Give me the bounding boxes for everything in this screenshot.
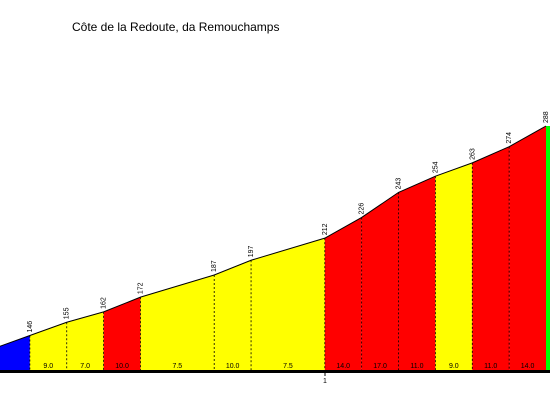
gradient-label: 10.0: [115, 363, 129, 370]
gradient-label: 7.0: [80, 363, 90, 370]
profile-segment: [472, 146, 510, 371]
profile-segment: [435, 162, 473, 371]
elevation-label: 254: [432, 161, 439, 173]
gradient-label: 14.0: [336, 363, 350, 370]
gradient-label: 17.0: [373, 363, 387, 370]
elevation-label: 274: [506, 132, 513, 144]
profile-segment: [29, 322, 67, 371]
gradient-label: 11.0: [410, 363, 423, 370]
elevation-label: 243: [396, 178, 403, 190]
gradient-label: 14.0: [521, 363, 535, 370]
elevation-label: 146: [27, 321, 34, 333]
elevation-label: 212: [322, 223, 329, 235]
segment-dividers: [29, 146, 510, 371]
elevation-label: 226: [359, 203, 366, 215]
profile-segment: [0, 335, 30, 371]
profile-outline: [0, 125, 547, 347]
axis-tick-label: 1: [323, 378, 327, 385]
gradient-label: 10.0: [226, 363, 240, 370]
chart-title: Côte de la Redoute, da Remouchamps: [72, 20, 279, 34]
elevation-label: 288: [543, 111, 550, 123]
axis-km-bar: [0, 370, 550, 373]
profile-segment: [509, 126, 546, 371]
gradient-label: 9.0: [43, 363, 53, 370]
elevation-label: 187: [211, 260, 218, 272]
profile-segment: [324, 217, 362, 371]
gradient-label: 7.5: [283, 363, 293, 370]
gradient-label: 11.0: [484, 363, 497, 370]
profile-segment: [103, 297, 141, 371]
gradient-labels: 9.0 7.0 10.0 7.5 10.0 7.5 14.0 17.0 11.0 9.0 11.0 1…: [43, 363, 534, 370]
profile-segment: [214, 260, 252, 371]
elevation-label: 172: [137, 282, 144, 294]
profile-segment: [361, 192, 399, 371]
elevation-label: 197: [248, 245, 255, 257]
elevation-label: 263: [469, 148, 476, 160]
elevation-label: 162: [101, 297, 108, 309]
elevation-label: 155: [64, 307, 71, 319]
profile-segment: [546, 126, 550, 371]
gradient-label: 9.0: [449, 363, 459, 370]
profile-segments: [0, 126, 550, 371]
profile-segment: [66, 311, 104, 371]
profile-segment: [398, 176, 436, 371]
distance-axis: 1: [0, 370, 550, 385]
profile-segment: [251, 238, 325, 371]
profile-segment: [140, 275, 215, 371]
gradient-label: 7.5: [172, 363, 182, 370]
elevation-labels: 146 155 162 172 187 197 212 226 243 254 263 274 288: [27, 111, 550, 332]
